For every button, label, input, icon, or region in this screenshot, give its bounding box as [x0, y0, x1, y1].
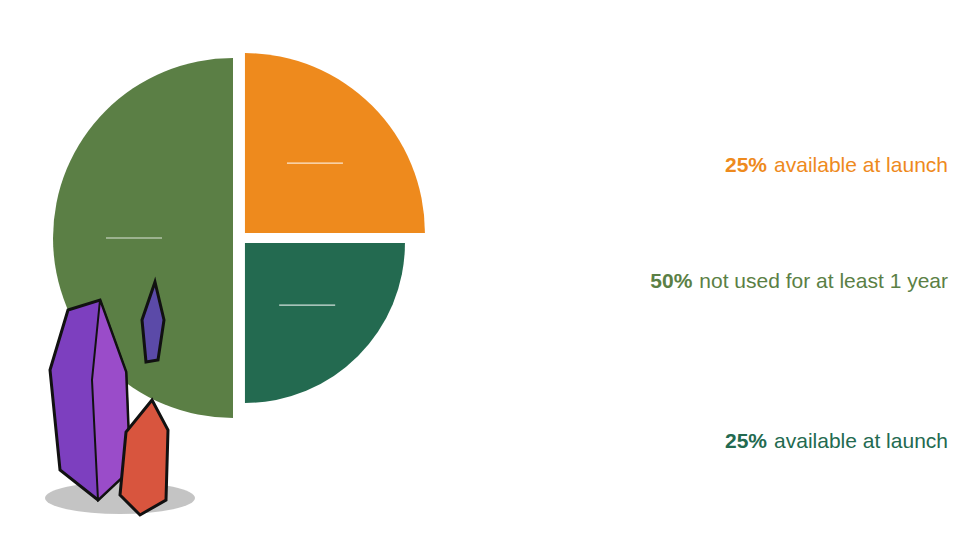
crystal	[50, 300, 130, 500]
slice-group	[245, 53, 425, 233]
leader-line	[287, 162, 343, 163]
crystal-decoration	[45, 282, 195, 515]
leader-line	[279, 305, 335, 306]
slice	[245, 53, 425, 233]
slice-category-label: available at launch	[774, 429, 948, 452]
slice	[245, 243, 405, 403]
leader-line	[106, 237, 162, 238]
slice-value-label: 25%	[725, 153, 767, 176]
slice-label: 25% available at launch	[725, 429, 948, 452]
crystal	[120, 400, 168, 515]
slice-label: 50% not used for at least 1 year	[650, 269, 948, 292]
slice-category-label: available at launch	[774, 153, 948, 176]
chart: 25% available at launch 25% available at la…	[0, 0, 956, 539]
slice-label: 25% available at launch	[725, 153, 948, 176]
slice-category-label: not used for at least 1 year	[699, 269, 948, 292]
slice-group	[245, 243, 405, 403]
crystal	[142, 282, 164, 362]
slice-value-label: 25%	[725, 429, 767, 452]
slice-value-label: 50%	[650, 269, 692, 292]
